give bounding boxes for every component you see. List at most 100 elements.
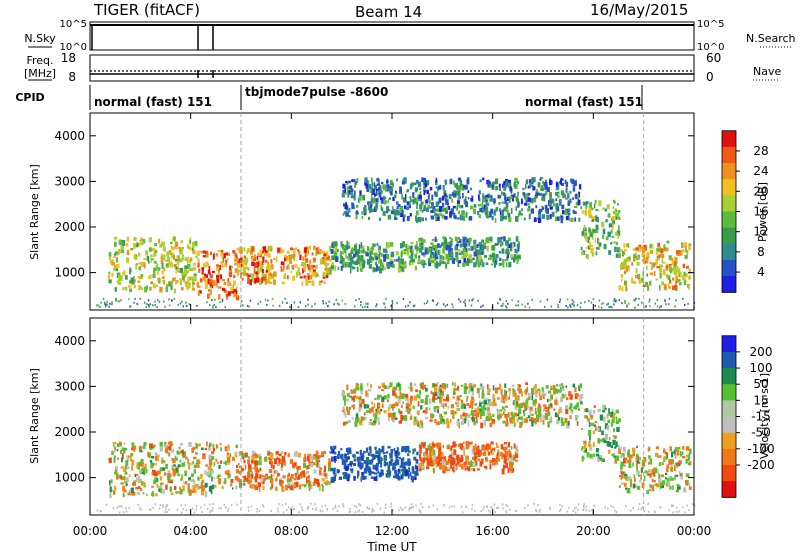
- scatter-cell: [386, 180, 389, 184]
- scatter-cell: [409, 301, 411, 304]
- scatter-cell: [149, 237, 152, 242]
- time-tick-label: 00:00: [677, 524, 712, 538]
- scatter-cell: [376, 264, 378, 269]
- scatter-cell: [293, 507, 296, 510]
- scatter-cell: [667, 480, 671, 487]
- scatter-cell: [515, 395, 519, 400]
- scatter-cell: [387, 412, 392, 418]
- scatter-cell: [573, 406, 576, 409]
- scatter-cell: [191, 268, 194, 271]
- scatter-cell: [273, 458, 278, 465]
- scatter-cell: [311, 271, 316, 277]
- scatter-cell: [534, 407, 537, 413]
- scatter-cell: [314, 272, 317, 276]
- scatter-cell: [320, 250, 324, 254]
- scatter-cell: [294, 462, 297, 467]
- scatter-cell: [463, 185, 465, 188]
- scatter-cell: [417, 181, 422, 188]
- scatter-cell: [597, 427, 600, 432]
- scatter-cell: [355, 382, 359, 386]
- scatter-cell: [466, 402, 470, 407]
- scatter-cell: [480, 384, 484, 390]
- scatter-cell: [448, 258, 451, 261]
- scatter-cell: [195, 483, 199, 488]
- scatter-cell: [584, 232, 588, 239]
- scatter-cell: [122, 239, 126, 246]
- scatter-cell: [405, 206, 410, 211]
- scatter-cell: [227, 444, 230, 448]
- scatter-cell: [436, 243, 440, 248]
- scatter-cell: [612, 199, 616, 203]
- scatter-cell: [181, 254, 185, 260]
- scatter-cell: [208, 473, 211, 478]
- scatter-cell: [456, 396, 460, 401]
- scatter-cell: [415, 389, 418, 393]
- scatter-cell: [446, 241, 449, 244]
- scatter-cell: [105, 303, 107, 306]
- scatter-cell: [378, 217, 381, 221]
- scatter-cell: [200, 473, 203, 479]
- scatter-cell: [488, 412, 492, 419]
- scatter-cell: [412, 192, 415, 198]
- scatter-cell: [556, 205, 560, 212]
- scatter-cell: [244, 478, 247, 482]
- scatter-cell: [514, 183, 518, 189]
- scatter-cell: [339, 261, 343, 264]
- scatter-cell: [676, 462, 680, 467]
- scatter-cell: [419, 383, 422, 387]
- scatter-cell: [462, 418, 466, 423]
- scatter-cell: [135, 264, 137, 270]
- scatter-cell: [471, 299, 473, 302]
- scatter-cell: [389, 188, 392, 194]
- scatter-cell: [588, 509, 591, 512]
- scatter-cell: [515, 459, 518, 463]
- scatter-cell: [258, 474, 261, 477]
- scatter-cell: [340, 265, 343, 271]
- scatter-cell: [537, 182, 541, 188]
- scatter-cell: [386, 451, 389, 454]
- scatter-cell: [398, 395, 402, 399]
- scatter-cell: [529, 183, 532, 188]
- scatter-cell: [477, 210, 480, 215]
- scatter-cell: [138, 475, 141, 482]
- scatter-cell: [283, 256, 287, 262]
- scatter-cell: [342, 421, 346, 426]
- scatter-cell: [676, 250, 680, 256]
- scatter-cell: [474, 410, 477, 413]
- scatter-cell: [412, 505, 414, 508]
- scatter-cell: [353, 505, 356, 508]
- scatter-cell: [149, 303, 152, 306]
- scatter-cell: [683, 271, 686, 277]
- scatter-cell: [498, 451, 500, 456]
- scatter-cell: [462, 238, 465, 244]
- scatter-cell: [122, 468, 127, 473]
- scatter-cell: [648, 298, 651, 301]
- scatter-cell: [374, 252, 378, 258]
- scatter-cell: [473, 383, 476, 388]
- scatter-cell: [612, 220, 615, 225]
- scatter-cell: [620, 465, 623, 470]
- scatter-cell: [585, 447, 588, 453]
- scatter-cell: [445, 263, 448, 269]
- scatter-cell: [145, 250, 148, 256]
- scatter-cell: [315, 247, 319, 253]
- scatter-cell: [599, 414, 604, 421]
- scatter-cell: [439, 463, 443, 470]
- scatter-cell: [513, 193, 516, 198]
- scatter-cell: [170, 442, 173, 446]
- scatter-cell: [160, 487, 163, 494]
- scatter-cell: [418, 195, 422, 200]
- scatter-cell: [649, 473, 652, 478]
- scatter-cell: [509, 417, 512, 422]
- scatter-cell: [394, 190, 398, 194]
- scatter-cell: [343, 203, 345, 207]
- scatter-cell: [626, 268, 629, 273]
- scatter-cell: [558, 389, 562, 393]
- scatter-cell: [284, 272, 286, 278]
- scatter-cell: [234, 257, 237, 260]
- scatter-cell: [442, 236, 445, 240]
- scatter-cell: [354, 511, 357, 514]
- scatter-cell: [628, 265, 630, 271]
- scatter-cell: [608, 305, 610, 308]
- scatter-cell: [402, 197, 407, 203]
